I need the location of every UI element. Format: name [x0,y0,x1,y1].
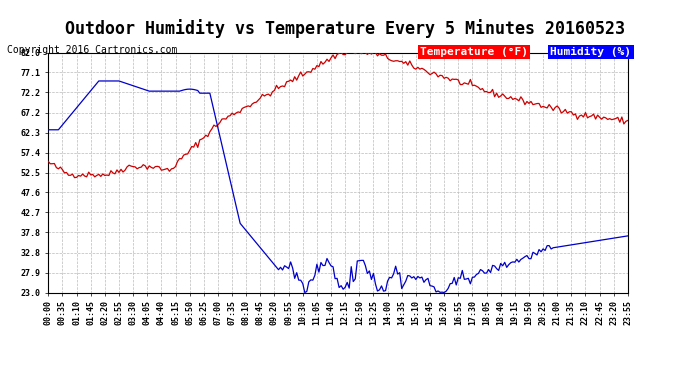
Text: Humidity (%): Humidity (%) [551,47,631,57]
Text: Outdoor Humidity vs Temperature Every 5 Minutes 20160523: Outdoor Humidity vs Temperature Every 5 … [65,19,625,38]
Text: Copyright 2016 Cartronics.com: Copyright 2016 Cartronics.com [7,45,177,55]
Text: Temperature (°F): Temperature (°F) [420,47,528,57]
